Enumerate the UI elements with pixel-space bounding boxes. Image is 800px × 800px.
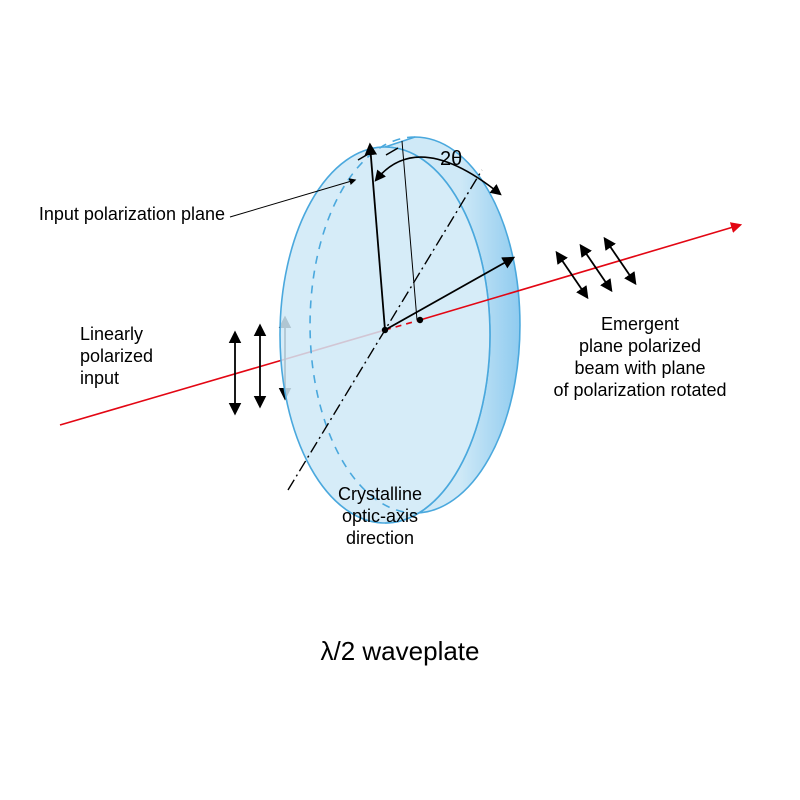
label-linearly-polarized-input: Linearlypolarizedinput <box>80 324 153 388</box>
label-two-theta: 2θ <box>440 148 462 170</box>
waveplate-diagram: Input polarization plane Linearlypolarize… <box>0 0 800 800</box>
center-dot-1 <box>417 317 423 323</box>
output-polarization-arrow-1 <box>581 246 611 290</box>
output-polarization-arrow-0 <box>557 253 587 297</box>
waveplate-front-face <box>280 147 490 523</box>
diagram-title: λ/2 waveplate <box>321 636 480 666</box>
label-optic-axis: Crystallineoptic-axisdirection <box>338 484 422 548</box>
output-polarization-arrow-2 <box>605 239 635 283</box>
center-dot-0 <box>382 327 388 333</box>
label-input-polarization-plane: Input polarization plane <box>39 204 225 224</box>
label-emergent-beam: Emergentplane polarizedbeam with planeof… <box>553 314 726 400</box>
